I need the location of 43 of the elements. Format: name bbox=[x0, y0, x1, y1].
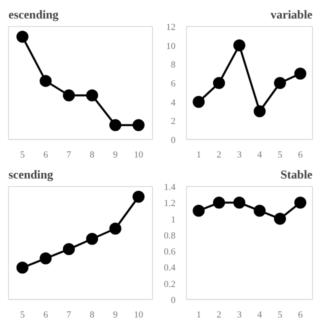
x-tick-label: 6 bbox=[43, 310, 48, 320]
x-tick-label: 7 bbox=[66, 150, 72, 160]
x-tick-label: 8 bbox=[90, 310, 95, 320]
y-tick-label: 10 bbox=[166, 42, 176, 52]
y-tick-label: 0 bbox=[170, 296, 176, 306]
x-tick-label: 7 bbox=[66, 310, 72, 320]
x-tick-label: 5 bbox=[278, 150, 283, 160]
x-tick-label: 4 bbox=[257, 150, 262, 160]
chart-title: Stable bbox=[280, 168, 314, 182]
x-tick-label: 3 bbox=[237, 150, 242, 160]
chart-title: variable bbox=[270, 8, 314, 22]
y-tick-label: 2 bbox=[170, 117, 176, 128]
chart-title: escending bbox=[8, 8, 59, 22]
x-tick-label: 8 bbox=[90, 150, 95, 160]
y-tick-label: 0.2 bbox=[164, 280, 176, 290]
x-tick-label: 6 bbox=[298, 310, 303, 320]
x-tick-label: 6 bbox=[298, 150, 303, 160]
x-tick-label: 5 bbox=[20, 150, 26, 160]
x-tick-label: 6 bbox=[43, 150, 48, 160]
chart-title: scending bbox=[8, 168, 54, 182]
x-tick-label: 9 bbox=[113, 310, 118, 320]
x-tick-label: 9 bbox=[113, 150, 118, 160]
x-tick-label: 2 bbox=[216, 310, 222, 320]
y-tick-label: 0.8 bbox=[164, 231, 176, 242]
y-tick-label: 1 bbox=[170, 215, 176, 226]
x-tick-label: 3 bbox=[237, 310, 242, 320]
x-tick-label: 4 bbox=[257, 310, 262, 320]
y-tick-label: 0.6 bbox=[164, 248, 176, 258]
x-tick-label: 10 bbox=[134, 150, 144, 160]
x-tick-label: 5 bbox=[20, 310, 26, 320]
x-tick-label: 10 bbox=[134, 310, 144, 320]
x-tick-label: 1 bbox=[196, 150, 202, 160]
y-tick-label: 0 bbox=[170, 136, 176, 146]
y-tick-label: 4 bbox=[170, 98, 176, 108]
x-tick-label: 5 bbox=[278, 310, 283, 320]
y-tick-label: 8 bbox=[170, 60, 176, 71]
y-tick-label: 0.4 bbox=[164, 264, 176, 274]
y-tick-label: 6 bbox=[170, 80, 176, 90]
y-tick-label: 12 bbox=[166, 23, 176, 33]
x-tick-label: 2 bbox=[216, 150, 222, 160]
x-tick-label: 1 bbox=[196, 310, 202, 320]
y-tick-label: 1.4 bbox=[164, 183, 176, 193]
y-tick-label: 1.2 bbox=[164, 199, 176, 210]
